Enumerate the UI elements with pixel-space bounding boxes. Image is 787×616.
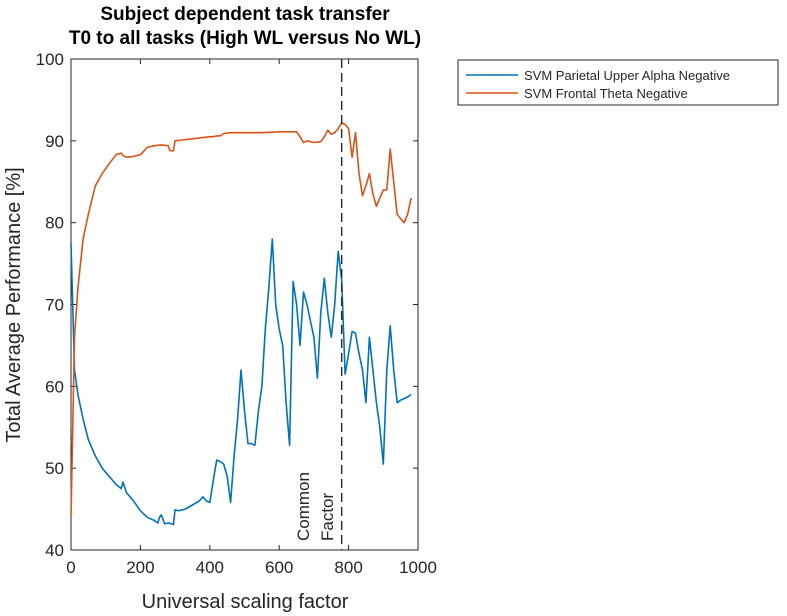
x-tick-label: 400 — [196, 558, 224, 577]
y-tick-label: 90 — [45, 132, 64, 151]
chart-title-line-2: T0 to all tasks (High WL versus No WL) — [69, 28, 421, 49]
chart-title-line-1: Subject dependent task transfer — [100, 4, 390, 25]
y-axis-label: Total Average Performance [%] — [3, 167, 25, 442]
common-factor-annotation: Common Factor — [294, 472, 337, 541]
annotation-line-2: Factor — [318, 492, 337, 541]
plot-frame — [70, 58, 419, 551]
x-tick-label: 600 — [265, 558, 293, 577]
x-tick-label: 0 — [66, 558, 75, 577]
y-tick-label: 100 — [36, 50, 64, 69]
x-tick-label: 800 — [334, 558, 362, 577]
y-tick-label: 60 — [45, 377, 64, 396]
y-tick-label: 40 — [45, 541, 64, 560]
series-line-parietal — [70, 238, 412, 526]
series-line-frontal — [70, 122, 412, 518]
y-tick-label: 70 — [45, 296, 64, 315]
legend-label-parietal: SVM Parietal Upper Alpha Negative — [524, 68, 730, 83]
y-tick-label: 80 — [45, 214, 64, 233]
x-axis-label: Universal scaling factor — [142, 591, 349, 613]
x-tick-label: 200 — [126, 558, 154, 577]
x-tick-label: 1000 — [399, 558, 437, 577]
plot-area: 0 200 400 600 800 1000 40 50 60 70 80 90 100 — [36, 50, 437, 577]
annotation-line-1: Common — [294, 472, 313, 541]
legend-label-frontal: SVM Frontal Theta Negative — [524, 86, 688, 101]
legend: SVM Parietal Upper Alpha Negative SVM Fr… — [457, 59, 779, 106]
y-tick-label: 50 — [45, 459, 64, 478]
legend-box — [457, 59, 779, 106]
